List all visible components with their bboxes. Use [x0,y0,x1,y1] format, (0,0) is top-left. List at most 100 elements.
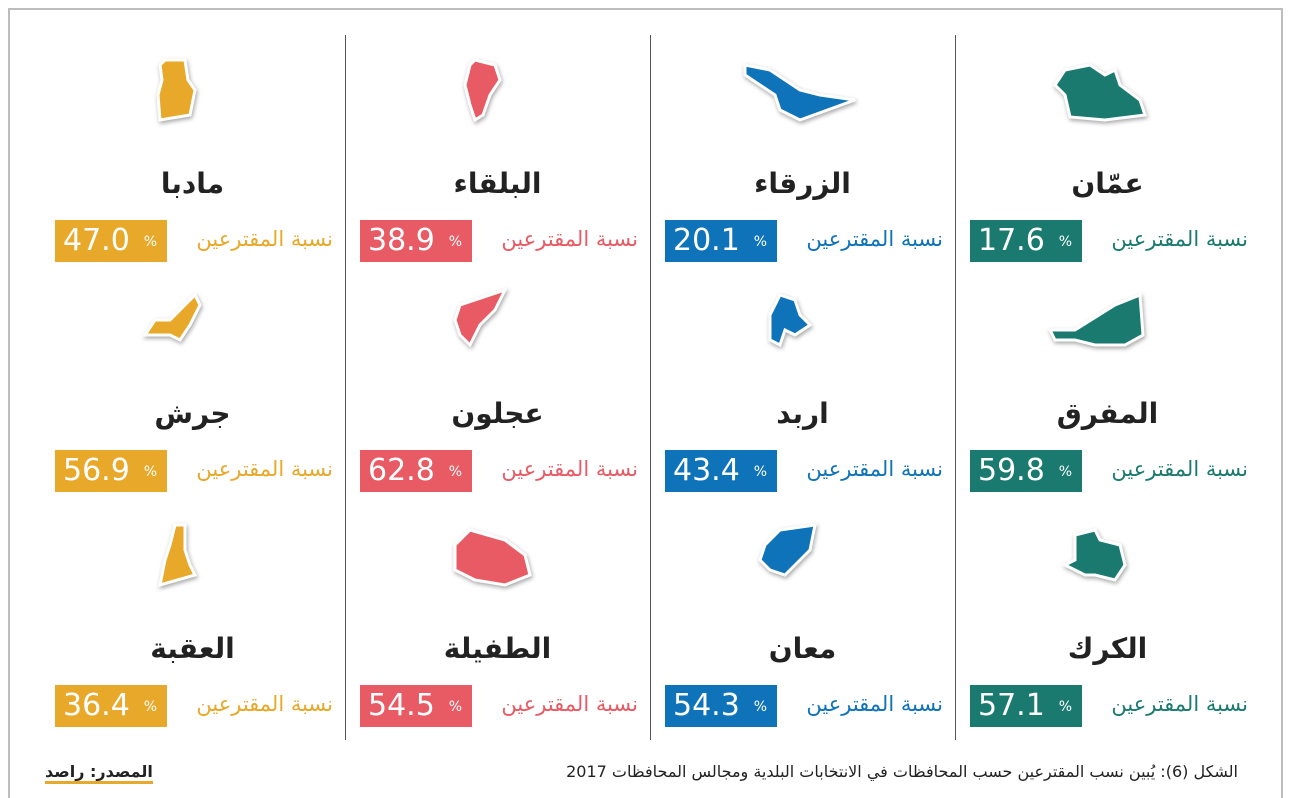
governorate-card: المفرق 59.8% نسبة المقترعين [955,265,1260,495]
value-box: 62.8% [360,450,472,492]
governorate-card: عمّان 17.6% نسبة المقترعين [955,35,1260,265]
map-shape [156,58,197,122]
map-shape [463,58,502,123]
value-box: 54.3% [665,685,777,727]
unit: % [448,234,462,250]
value: 59.8 [978,453,1045,488]
value: 38.9 [368,223,435,258]
value: 54.3 [673,688,740,723]
value-box: 54.5% [360,685,472,727]
value: 43.4 [673,453,740,488]
governorate-name: البلقاء [453,167,542,200]
unit: % [1058,234,1072,250]
value: 36.4 [63,688,130,723]
unit: % [753,464,767,480]
label: نسبة المقترعين [1111,457,1248,481]
value-box: 57.1% [970,685,1082,727]
value-box: 36.4% [55,685,167,727]
value: 62.8 [368,453,435,488]
separator [955,35,956,740]
map-shape [758,523,817,577]
governorate-name: مادبا [160,167,225,200]
label: نسبة المقترعين [501,227,638,251]
value-box: 17.6% [970,220,1082,262]
governorate-card: العقبة 36.4% نسبة المقترعين [40,500,345,730]
label: نسبة المقترعين [806,692,943,716]
governorate-name: العقبة [150,632,235,665]
label: نسبة المقترعين [501,457,638,481]
governorate-card: البلقاء 38.9% نسبة المقترعين [345,35,650,265]
map-icon [768,293,813,348]
map-shape [1061,528,1127,582]
value: 54.5 [368,688,435,723]
map-icon [158,523,198,588]
governorate-card: الطفيلة 54.5% نسبة المقترعين [345,500,650,730]
governorate-card: الكرك 57.1% نسبة المقترعين [955,500,1260,730]
governorate-card: اربد 43.4% نسبة المقترعين [650,265,955,495]
separator [650,35,651,740]
governorate-name: عجلون [451,397,544,430]
value: 17.6 [978,223,1045,258]
label: نسبة المقترعين [806,227,943,251]
map-icon [142,292,202,342]
unit: % [448,464,462,480]
label: نسبة المقترعين [196,692,333,716]
map-icon [1061,528,1127,582]
label: نسبة المقترعين [196,457,333,481]
unit: % [143,464,157,480]
map-shape [158,523,198,588]
value-box: 47.0% [55,220,167,262]
map-icon [156,58,197,122]
unit: % [1058,464,1072,480]
value: 57.1 [978,688,1045,723]
label: نسبة المقترعين [501,692,638,716]
governorate-name: الطفيلة [443,632,552,665]
governorate-name: جرش [154,397,231,430]
value-box: 56.9% [55,450,167,492]
map-shape [743,63,856,122]
governorate-card: جرش 56.9% نسبة المقترعين [40,265,345,495]
value: 56.9 [63,453,130,488]
governorate-name: الكرك [1067,632,1148,665]
unit: % [753,234,767,250]
caption: الشكل (6): يُبين نسب المقترعين حسب المحا… [566,762,1238,781]
unit: % [1058,699,1072,715]
map-icon [1053,63,1148,122]
map-shape [453,528,532,587]
separator [345,35,346,740]
governorate-name: اربد [776,397,829,430]
map-icon [453,528,532,587]
label: نسبة المقترعين [806,457,943,481]
value: 20.1 [673,223,740,258]
governorate-card: مادبا 47.0% نسبة المقترعين [40,35,345,265]
unit: % [143,234,157,250]
label: نسبة المقترعين [196,227,333,251]
source: المصدر: راصد [45,762,153,784]
map-shape [768,293,813,348]
governorate-name: الزرقاء [754,167,851,200]
map-icon [743,63,856,122]
map-icon [463,58,502,123]
frame [8,8,1283,798]
unit: % [143,699,157,715]
value-box: 20.1% [665,220,777,262]
label: نسبة المقترعين [1111,227,1248,251]
map-icon [1047,292,1145,347]
governorate-card: معان 54.3% نسبة المقترعين [650,500,955,730]
governorate-name: المفرق [1056,397,1159,430]
governorate-card: الزرقاء 20.1% نسبة المقترعين [650,35,955,265]
map-shape [1047,292,1145,347]
governorate-name: معان [768,632,837,665]
value: 47.0 [63,223,130,258]
unit: % [753,699,767,715]
map-icon [453,287,508,348]
value-box: 38.9% [360,220,472,262]
map-shape [142,292,202,342]
unit: % [448,699,462,715]
value-box: 59.8% [970,450,1082,492]
label: نسبة المقترعين [1111,692,1248,716]
governorate-card: عجلون 62.8% نسبة المقترعين [345,265,650,495]
value-box: 43.4% [665,450,777,492]
map-icon [758,523,817,577]
